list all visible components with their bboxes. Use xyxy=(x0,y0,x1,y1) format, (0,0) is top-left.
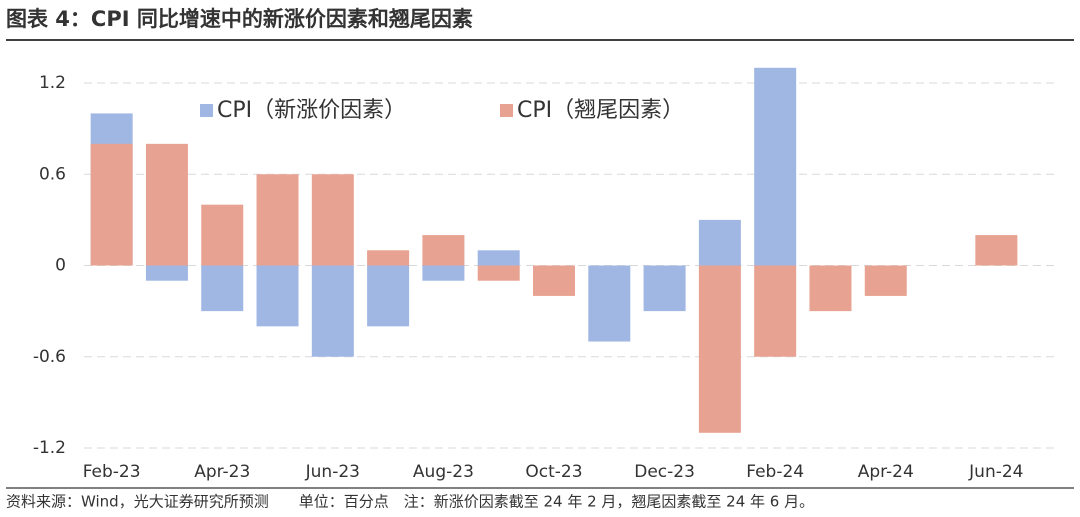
bar xyxy=(643,265,686,312)
legend-swatch xyxy=(500,104,513,117)
bar xyxy=(145,265,188,281)
source-note: 资料来源：Wind，光大证券研究所预测 单位：百分点 注：新涨价因素截至 24 … xyxy=(6,493,814,511)
bar xyxy=(754,265,797,357)
bar xyxy=(809,265,852,312)
bar xyxy=(533,265,575,296)
bar xyxy=(864,265,907,296)
x-tick-label: Apr-24 xyxy=(858,462,914,482)
bar xyxy=(145,143,188,266)
bar xyxy=(201,204,244,266)
bar xyxy=(311,265,354,357)
x-tick-label: Aug-23 xyxy=(413,462,474,482)
y-tick-label: 0 xyxy=(55,256,66,276)
bar xyxy=(367,250,410,266)
bar xyxy=(477,265,520,281)
bar xyxy=(90,143,133,266)
legend-label: CPI（新涨价因素） xyxy=(217,98,406,123)
legend-label: CPI（翘尾因素） xyxy=(517,98,684,123)
bar xyxy=(975,235,1018,266)
y-tick-label: -0.6 xyxy=(33,347,66,367)
bar xyxy=(256,265,299,327)
bar xyxy=(588,265,631,342)
bar xyxy=(477,250,520,266)
bar xyxy=(698,219,741,266)
bar xyxy=(754,67,797,266)
bar xyxy=(201,265,244,312)
bar xyxy=(422,265,465,281)
x-tick-label: Feb-23 xyxy=(83,462,141,482)
bar xyxy=(311,174,354,266)
bar xyxy=(256,174,299,266)
y-tick-label: 0.6 xyxy=(39,164,66,184)
x-tick-label: Jun-24 xyxy=(968,462,1023,482)
legend-swatch xyxy=(200,104,213,117)
x-tick-label: Apr-23 xyxy=(194,462,250,482)
bar xyxy=(422,235,465,266)
x-tick-label: Dec-23 xyxy=(634,462,695,482)
bar xyxy=(698,265,741,433)
x-tick-label: Oct-23 xyxy=(525,462,582,482)
bar xyxy=(367,265,410,327)
x-tick-label: Jun-23 xyxy=(305,462,360,482)
y-tick-label: -1.2 xyxy=(33,438,66,458)
x-tick-label: Feb-24 xyxy=(746,462,804,482)
y-tick-label: 1.2 xyxy=(39,73,66,93)
chart-title: 图表 4：CPI 同比增速中的新涨价因素和翘尾因素 xyxy=(6,7,473,31)
